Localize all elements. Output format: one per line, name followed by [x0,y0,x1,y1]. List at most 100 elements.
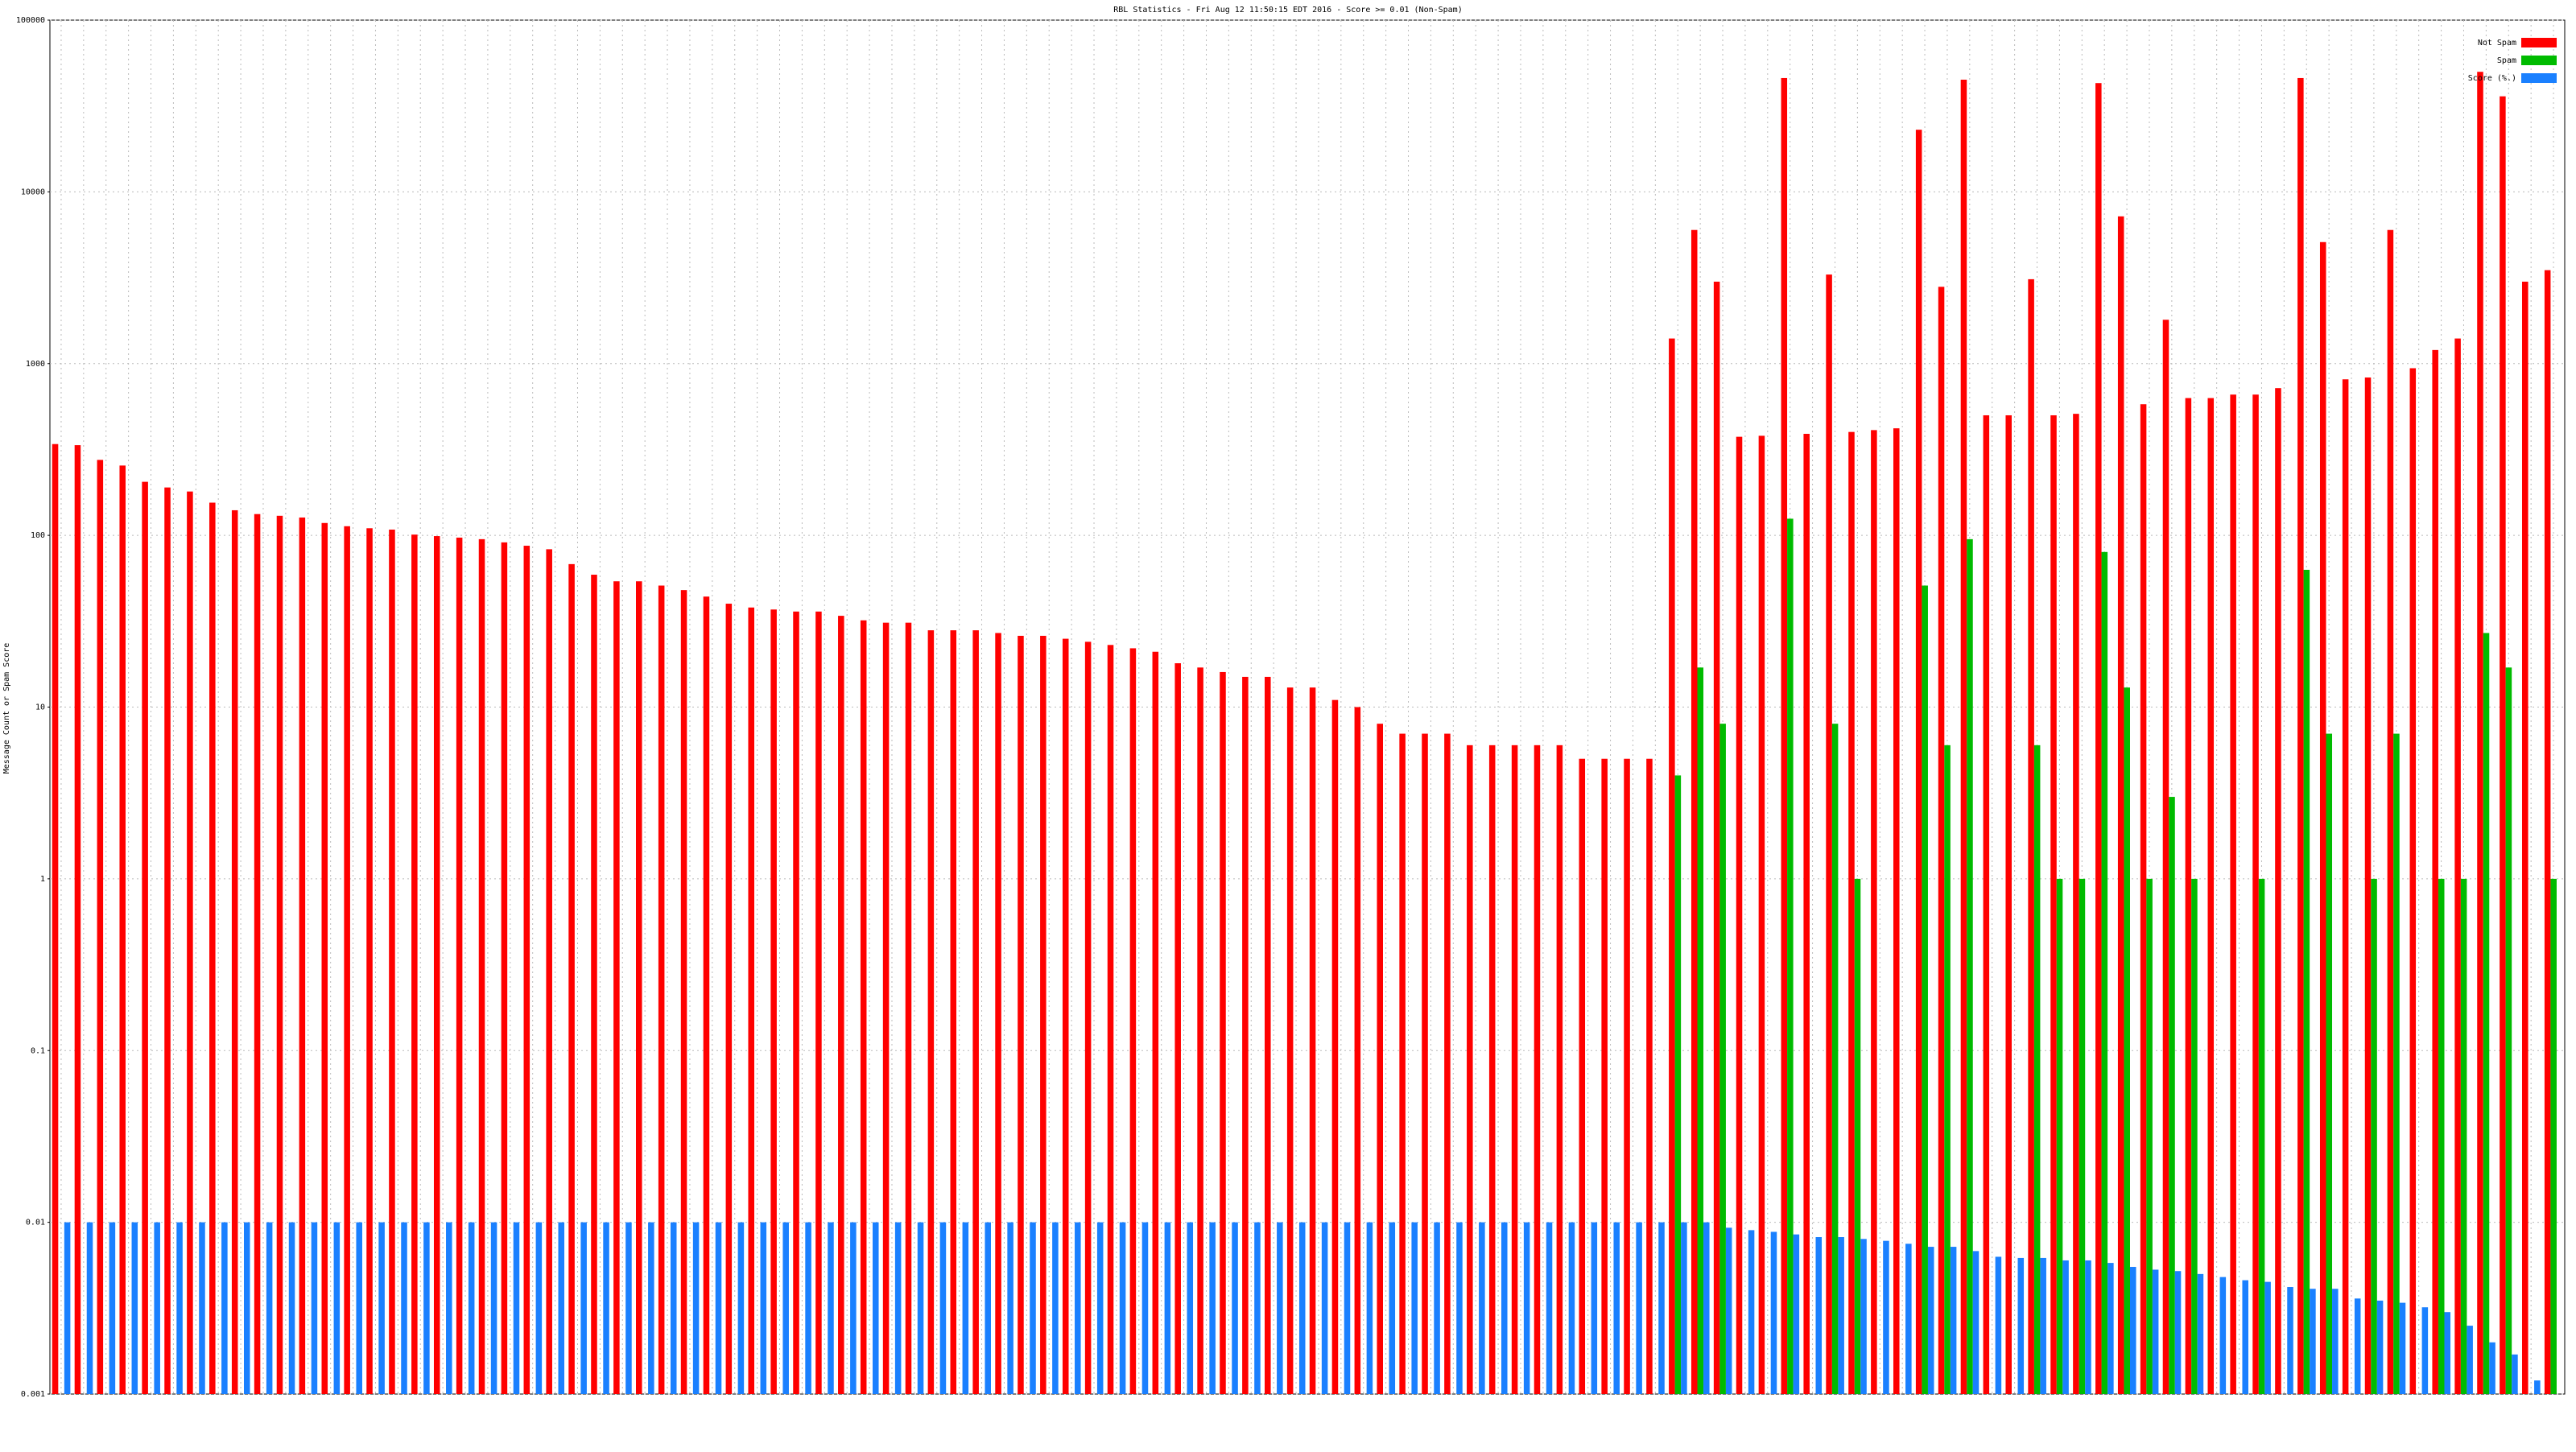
bar [1793,1234,1800,1394]
bar [2033,745,2041,1394]
bar [74,445,81,1395]
y-tick-label: 100 [31,531,45,540]
bar [1736,436,1743,1394]
bar [2095,83,2102,1395]
bar [266,1222,273,1394]
bar [2219,1277,2227,1394]
bar [782,1222,789,1394]
bar [86,1222,93,1394]
bar [423,1222,430,1394]
y-tick-label: 0.001 [21,1390,45,1399]
bar [1220,671,1226,1394]
bar [1354,707,1361,1394]
chart-title: RBL Statistics - Fri Aug 12 11:50:15 EDT… [1113,6,1462,14]
bar [52,443,59,1394]
bar [209,502,216,1395]
bar [176,1222,183,1394]
bar [1636,1222,1642,1394]
bar [401,1222,407,1394]
bar [535,1222,543,1394]
bar [1815,1237,1823,1394]
bar [2444,1312,2451,1394]
bar [1579,758,1586,1394]
bar [2017,1257,2025,1394]
bar [2252,394,2259,1394]
bar [2050,415,2057,1394]
bar [872,1222,879,1394]
bar [344,526,350,1395]
bar [1995,1256,2002,1394]
bar [1703,1222,1710,1394]
bar [501,542,508,1395]
bar [1040,635,1046,1394]
bar [299,517,306,1395]
bar [378,1222,385,1394]
bar [119,465,126,1394]
bar [2162,320,2169,1394]
bar [1411,1222,1418,1394]
bar [1748,1230,1755,1394]
bar [2342,379,2349,1395]
bar [311,1222,318,1394]
bar [1826,274,1832,1395]
bar [2079,878,2086,1394]
bar [1905,1244,1912,1394]
bar [1501,1222,1508,1394]
bar [1467,745,1473,1394]
bar [568,563,575,1394]
bar [860,620,867,1394]
y-tick-label: 10000 [21,188,45,196]
bar [1052,1222,1059,1394]
bar [2152,1269,2159,1394]
bar [64,1222,71,1394]
bar [715,1222,722,1394]
bar [2319,241,2326,1394]
bar [1568,1222,1575,1394]
bar [1152,651,1159,1394]
bar [1119,1222,1126,1394]
bar [513,1222,520,1394]
bar [770,609,777,1394]
bar [243,1222,250,1394]
bar [828,1222,834,1394]
bar [1915,130,1922,1395]
bar [2169,797,2175,1394]
bar [164,487,171,1394]
legend-swatch [2521,73,2557,83]
bar [2207,398,2215,1395]
y-tick-label: 0.01 [26,1219,45,1227]
bar [1803,434,1810,1394]
bar [490,1222,497,1394]
bar [939,1222,947,1394]
bar [815,611,822,1394]
bar [2258,878,2265,1394]
bar [680,590,687,1394]
bar [2005,415,2012,1394]
bar [1713,281,1720,1395]
bar [1601,758,1608,1394]
legend-label: Not Spam [2478,39,2516,47]
bar [389,529,395,1395]
bar [154,1222,160,1394]
bar [927,630,935,1394]
bar [1938,287,1945,1394]
bar [411,534,418,1395]
bar [2489,1342,2496,1394]
bar [187,491,193,1394]
bar [2117,216,2124,1395]
bar [2550,878,2557,1394]
bar [950,630,957,1394]
bar [1265,676,1271,1394]
bar [288,1222,295,1394]
bar [1007,1222,1013,1394]
bar [2432,349,2438,1394]
bar [1377,724,1383,1394]
bar [1479,1222,1485,1394]
bar [1344,1222,1351,1394]
bar [1331,699,1339,1394]
bar [2073,414,2079,1394]
bar [1950,1247,1957,1394]
bar [2085,1260,2091,1394]
